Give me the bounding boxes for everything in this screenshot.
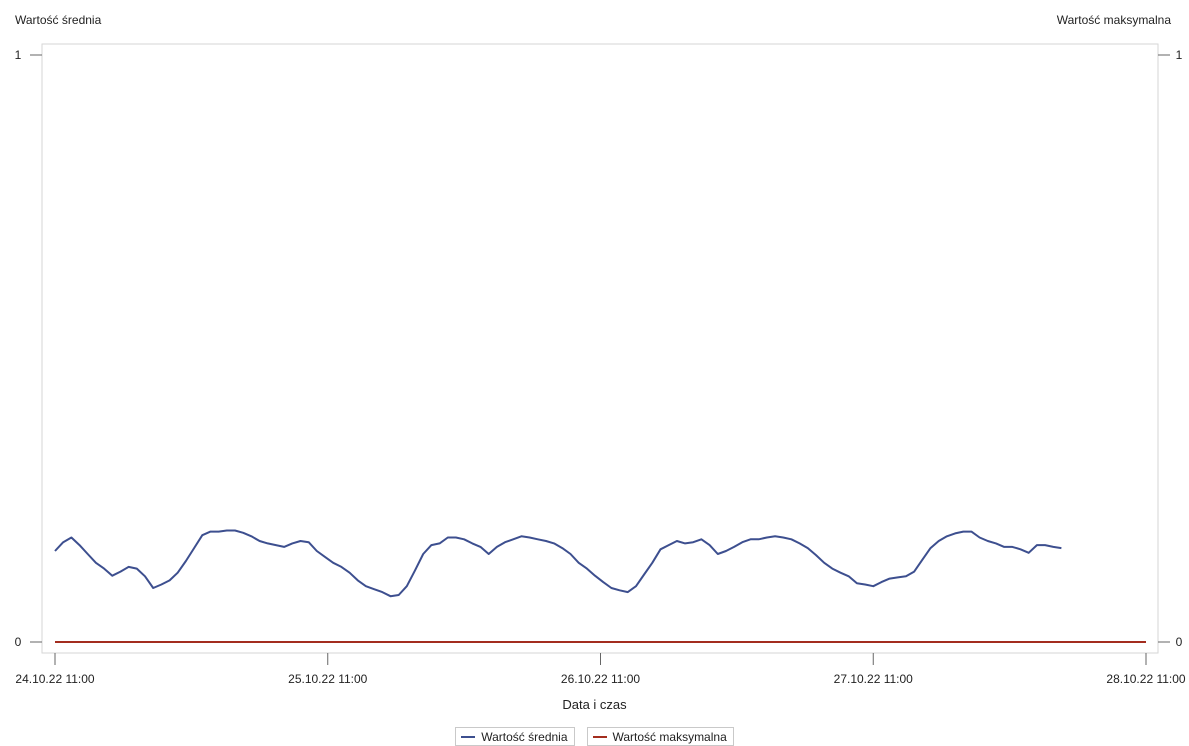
legend-swatch-maximum xyxy=(592,736,607,738)
left-y-tick-label-1: 1 xyxy=(15,48,22,62)
plot-frame xyxy=(41,43,1159,654)
legend-label-maximum: Wartość maksymalna xyxy=(612,730,727,744)
legend: Wartość średnia Wartość maksymalna xyxy=(0,727,1189,746)
x-axis-title: Data i czas xyxy=(562,697,627,712)
left-y-tick-label-0: 0 xyxy=(15,635,22,649)
legend-item-maximum[interactable]: Wartość maksymalna xyxy=(586,727,734,746)
legend-label-average: Wartość średnia xyxy=(481,730,568,744)
right-y-tick-label-0: 0 xyxy=(1176,635,1183,649)
x-tick-label-2: 26.10.22 11:00 xyxy=(561,672,641,686)
legend-swatch-average xyxy=(461,736,476,738)
legend-item-average[interactable]: Wartość średnia xyxy=(455,727,575,746)
x-tick-label-4: 28.10.22 11:00 xyxy=(1106,672,1186,686)
right-y-tick-label-1: 1 xyxy=(1176,48,1183,62)
x-tick-label-1: 25.10.22 11:00 xyxy=(288,672,368,686)
x-tick-label-0: 24.10.22 11:00 xyxy=(15,672,95,686)
series-line-0 xyxy=(54,529,1062,598)
left-axis-title: Wartość średnia xyxy=(15,13,102,27)
right-axis-title: Wartość maksymalna xyxy=(1056,13,1171,27)
x-tick-label-3: 27.10.22 11:00 xyxy=(834,672,914,686)
